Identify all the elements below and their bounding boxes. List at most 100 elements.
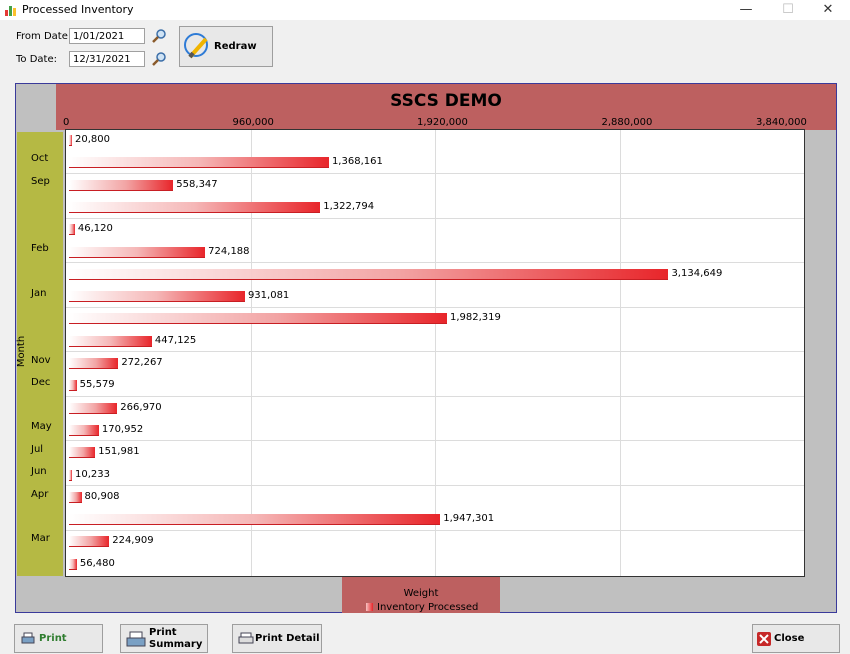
gridline-horizontal xyxy=(66,173,804,174)
category-label: Apr xyxy=(31,489,49,500)
print-summary-label-2: Summary xyxy=(149,639,203,650)
chart-title: SSCS DEMO xyxy=(390,91,502,111)
window-title: Processed Inventory xyxy=(22,3,134,16)
maximize-button[interactable]: ☐ xyxy=(782,2,794,17)
bar xyxy=(69,246,206,258)
bar-value-label: 558,347 xyxy=(176,178,218,190)
gridline-horizontal xyxy=(66,262,804,263)
category-label: Nov xyxy=(31,355,51,366)
bar-value-label: 1,368,161 xyxy=(331,156,383,168)
bar xyxy=(69,268,669,280)
minimize-button[interactable]: — xyxy=(739,2,753,17)
category-label: Dec xyxy=(31,377,51,388)
value-tick-label: 2,880,000 xyxy=(601,117,653,128)
bar-value-label: 931,081 xyxy=(247,290,290,302)
print-detail-button[interactable]: Print Detail xyxy=(232,624,322,653)
value-tick-label: 0 xyxy=(63,117,70,128)
print-summary-button[interactable]: Print Summary xyxy=(120,624,208,653)
gridline-horizontal xyxy=(66,440,804,441)
to-date-field[interactable]: 12/31/2021 xyxy=(69,51,145,67)
value-tick-label: 3,840,000 xyxy=(756,117,807,128)
bar xyxy=(69,380,77,392)
bar-value-label: 55,579 xyxy=(79,379,115,391)
bar-value-label: 724,188 xyxy=(208,245,250,257)
print-summary-label-1: Print xyxy=(149,627,177,638)
category-axis-band xyxy=(17,132,63,576)
category-label: Jun xyxy=(31,466,47,477)
redraw-button[interactable]: Redraw xyxy=(179,26,273,67)
category-label: Sep xyxy=(31,176,50,187)
bar xyxy=(69,491,82,503)
bar-value-label: 447,125 xyxy=(154,334,197,346)
print-label: Print xyxy=(39,633,67,644)
from-date-field[interactable]: 1/01/2021 xyxy=(69,28,145,44)
bar xyxy=(69,157,329,169)
category-label: Feb xyxy=(31,243,49,254)
bar xyxy=(69,201,321,213)
bar xyxy=(69,402,118,414)
bar xyxy=(69,447,96,459)
print-detail-label: Print Detail xyxy=(255,633,320,644)
bar xyxy=(69,313,447,325)
bar-value-label: 272,267 xyxy=(121,357,163,368)
gridline-horizontal xyxy=(66,530,804,531)
bar xyxy=(69,558,77,570)
bar-value-label: 3,134,649 xyxy=(671,267,723,279)
close-window-button[interactable]: ✕ xyxy=(822,2,834,17)
category-label: Jan xyxy=(31,288,47,299)
print-button[interactable]: Print xyxy=(14,624,103,653)
bar-value-label: 151,981 xyxy=(98,446,140,458)
bar xyxy=(69,335,152,347)
legend-swatch xyxy=(366,603,373,611)
legend-entry: Inventory Processed xyxy=(377,602,479,613)
gridline-horizontal xyxy=(66,218,804,219)
bar xyxy=(69,135,72,146)
category-axis-title: Month xyxy=(16,335,28,368)
bar xyxy=(69,179,174,191)
bar-value-label: 1,322,794 xyxy=(323,200,375,212)
bar-value-label: 266,970 xyxy=(120,401,162,413)
gridline-vertical xyxy=(620,130,621,576)
chart-app-icon xyxy=(5,6,16,16)
printer-icon xyxy=(126,631,146,647)
bar xyxy=(69,469,72,481)
close-icon xyxy=(757,632,771,646)
bar-value-label: 10,233 xyxy=(75,468,110,480)
bar xyxy=(69,291,245,303)
value-axis-title: Weight xyxy=(403,588,439,599)
close-button[interactable]: Close xyxy=(752,624,840,653)
bar xyxy=(69,358,119,369)
category-label: Jul xyxy=(31,444,44,455)
printer-icon xyxy=(21,632,35,644)
gridline-horizontal xyxy=(66,396,804,397)
bar-value-label: 224,909 xyxy=(112,535,154,547)
to-date-picker-icon[interactable] xyxy=(151,51,167,67)
bar-value-label: 56,480 xyxy=(79,557,115,569)
category-label: May xyxy=(31,421,52,432)
category-label: Mar xyxy=(31,533,50,544)
gridline-horizontal xyxy=(66,485,804,486)
redraw-label: Redraw xyxy=(214,41,257,52)
value-tick-label: 1,920,000 xyxy=(417,117,468,128)
chart-title-band xyxy=(56,84,836,130)
to-date-label: To Date: xyxy=(16,54,57,65)
bar-value-label: 80,908 xyxy=(84,490,120,502)
bar-value-label: 20,800 xyxy=(75,134,110,145)
from-date-picker-icon[interactable] xyxy=(151,28,167,44)
bar xyxy=(69,536,110,548)
title-bar: Processed Inventory — ☐ ✕ xyxy=(0,0,850,20)
value-tick-label: 960,000 xyxy=(232,117,274,128)
bar-value-label: 1,982,319 xyxy=(449,312,501,324)
bar xyxy=(69,224,75,236)
bar-value-label: 170,952 xyxy=(101,423,144,435)
from-date-label: From Date: xyxy=(16,31,72,42)
pencil-icon xyxy=(184,33,208,59)
gridline-vertical xyxy=(435,130,436,576)
gridline-vertical xyxy=(251,130,252,576)
bar xyxy=(69,424,99,436)
gridline-horizontal xyxy=(66,351,804,352)
printer-icon xyxy=(238,632,254,644)
bar xyxy=(69,514,441,526)
bar-value-label: 46,120 xyxy=(77,223,113,235)
bar-value-label: 1,947,301 xyxy=(443,513,495,525)
